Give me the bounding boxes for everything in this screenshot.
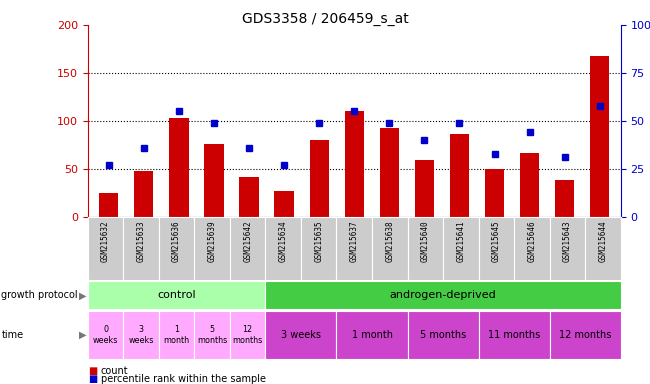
Bar xyxy=(415,161,434,217)
Text: percentile rank within the sample: percentile rank within the sample xyxy=(101,374,266,384)
Bar xyxy=(169,118,188,217)
Text: GSM215642: GSM215642 xyxy=(243,220,252,262)
Bar xyxy=(485,169,504,217)
Text: GSM215638: GSM215638 xyxy=(385,220,395,262)
Text: GSM215644: GSM215644 xyxy=(599,220,608,262)
Text: 11 months: 11 months xyxy=(488,330,540,340)
Text: GSM215640: GSM215640 xyxy=(421,220,430,262)
Bar xyxy=(239,177,259,217)
Text: 12 months: 12 months xyxy=(559,330,612,340)
Text: 0
weeks: 0 weeks xyxy=(93,325,118,345)
Text: GSM215641: GSM215641 xyxy=(456,220,465,262)
Text: GDS3358 / 206459_s_at: GDS3358 / 206459_s_at xyxy=(242,12,408,25)
Text: 3
weeks: 3 weeks xyxy=(128,325,154,345)
Text: ■: ■ xyxy=(88,374,97,384)
Text: GSM215645: GSM215645 xyxy=(492,220,501,262)
Text: ■: ■ xyxy=(88,366,97,376)
Text: 1
month: 1 month xyxy=(164,325,190,345)
Bar xyxy=(344,111,364,217)
Text: GSM215634: GSM215634 xyxy=(279,220,288,262)
Text: count: count xyxy=(101,366,129,376)
Bar xyxy=(520,153,540,217)
Text: 5 months: 5 months xyxy=(420,330,466,340)
Bar xyxy=(204,144,224,217)
Text: 1 month: 1 month xyxy=(352,330,393,340)
Text: GSM215636: GSM215636 xyxy=(172,220,181,262)
Text: GSM215646: GSM215646 xyxy=(527,220,536,262)
Bar xyxy=(555,180,575,217)
Text: 12
months: 12 months xyxy=(233,325,263,345)
Text: GSM215633: GSM215633 xyxy=(136,220,146,262)
Text: time: time xyxy=(1,330,23,340)
Bar xyxy=(380,128,399,217)
Text: androgen-deprived: androgen-deprived xyxy=(390,290,497,300)
Bar xyxy=(134,171,153,217)
Text: 3 weeks: 3 weeks xyxy=(281,330,321,340)
Bar xyxy=(309,140,329,217)
Bar xyxy=(450,134,469,217)
Bar xyxy=(590,56,609,217)
Text: GSM215632: GSM215632 xyxy=(101,220,110,262)
Text: GSM215643: GSM215643 xyxy=(563,220,572,262)
Text: ▶: ▶ xyxy=(79,290,86,300)
Text: growth protocol: growth protocol xyxy=(1,290,78,300)
Text: GSM215639: GSM215639 xyxy=(207,220,216,262)
Bar xyxy=(99,193,118,217)
Text: ▶: ▶ xyxy=(79,330,86,340)
Text: GSM215637: GSM215637 xyxy=(350,220,359,262)
Text: 5
months: 5 months xyxy=(197,325,227,345)
Text: GSM215635: GSM215635 xyxy=(314,220,323,262)
Bar xyxy=(274,191,294,217)
Text: control: control xyxy=(157,290,196,300)
